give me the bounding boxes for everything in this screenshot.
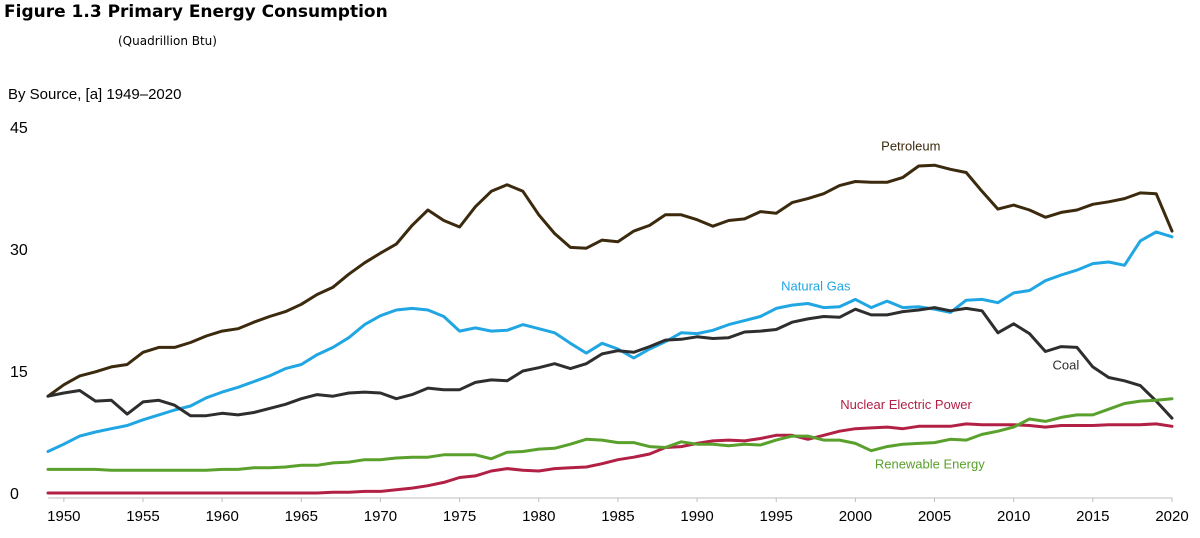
series-label-coal: Coal	[1053, 357, 1080, 372]
series-lines	[46, 163, 1174, 495]
x-tick-label: 1980	[522, 508, 555, 525]
x-axis: 1950 1955 1960 1965 1970 1975 1980 1985 1990 1995…	[47, 497, 1189, 525]
x-tick-label: 1970	[364, 508, 397, 525]
chart-subtitle: By Source, [a] 1949–2020	[8, 86, 182, 103]
series-line-natural-gas	[46, 230, 1174, 453]
series-label-renewable-energy: Renewable Energy	[875, 457, 985, 472]
x-tick-label: 1975	[443, 508, 476, 525]
x-tick-label: 1960	[205, 508, 238, 525]
x-tick-label: 1990	[680, 508, 713, 525]
x-tick-label: 1995	[760, 508, 793, 525]
x-tick-label: 2015	[1076, 508, 1109, 525]
figure-unit: (Quadrillion Btu)	[118, 34, 217, 48]
series-label-natural-gas: Natural Gas	[781, 278, 851, 293]
series-line-coal	[46, 306, 1174, 420]
series-labels: Petroleum Natural Gas Coal Nuclear Electric…	[781, 139, 1079, 472]
series-label-nuclear-electric-power: Nuclear Electric Power	[840, 397, 972, 412]
series-line-nuclear-electric-power	[46, 422, 1174, 495]
series-label-petroleum: Petroleum	[881, 139, 940, 154]
y-tick-label: 45	[10, 120, 28, 137]
x-tick-label: 1955	[126, 508, 159, 525]
figure-title: Figure 1.3 Primary Energy Consumption	[4, 2, 388, 22]
y-axis: 0 15 30 45	[10, 120, 28, 503]
x-tick-label: 1950	[47, 508, 80, 525]
x-tick-label: 1965	[285, 508, 318, 525]
x-tick-label: 2010	[997, 508, 1030, 525]
y-tick-label: 15	[10, 364, 28, 381]
x-tick-label: 2020	[1155, 508, 1188, 525]
y-tick-label: 30	[10, 242, 28, 259]
series-line-petroleum	[46, 163, 1174, 398]
x-tick-label: 1985	[601, 508, 634, 525]
y-tick-label: 0	[10, 486, 19, 503]
x-tick-label: 2000	[839, 508, 872, 525]
series-line-renewable-energy	[46, 397, 1174, 472]
x-tick-label: 2005	[918, 508, 951, 525]
